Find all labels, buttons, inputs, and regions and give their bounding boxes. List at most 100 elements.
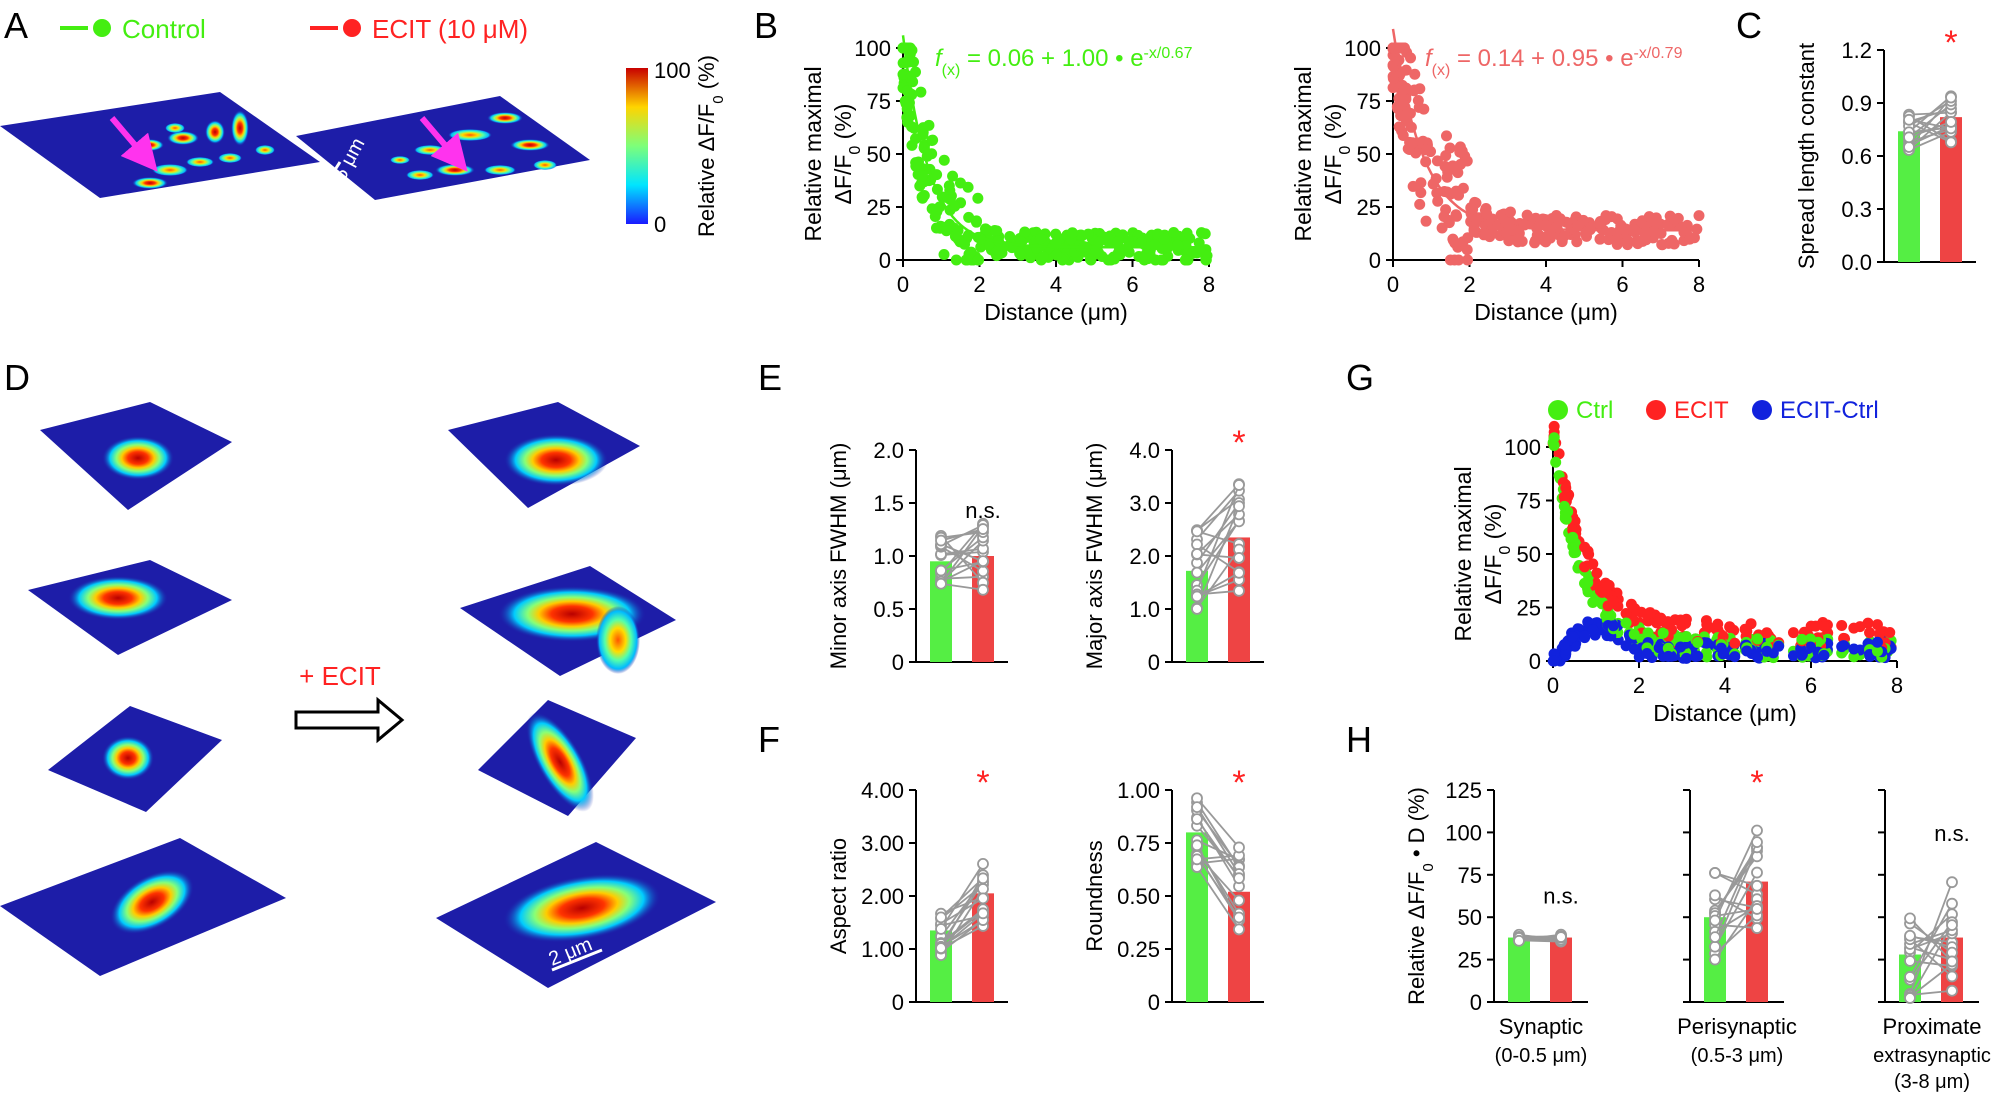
point-ecit (1558, 491, 1570, 503)
pair-point-control (1191, 603, 1203, 615)
chart-B-control: 0 25 50 75 100 0 2 4 6 8 f(x) = 0.06 + 1.00 • e-x/… (800, 35, 1215, 325)
pair-line (1714, 830, 1758, 921)
data-point (1611, 233, 1623, 245)
point-diff (1641, 647, 1653, 659)
pair-line (1196, 866, 1240, 930)
pair-point-control (1191, 590, 1203, 603)
y-tick-label: 0.3 (1841, 197, 1872, 222)
data-point (1004, 231, 1016, 243)
pair-line (940, 539, 984, 583)
point-diff (1579, 630, 1591, 642)
data-point (1420, 215, 1432, 227)
point-diff (1773, 640, 1785, 652)
point-diff (1741, 645, 1753, 657)
pair-point-ecit (1751, 866, 1763, 879)
x-tick-label: 0 (1387, 272, 1399, 297)
data-point (938, 154, 950, 166)
point-ecit (1641, 609, 1653, 621)
data-point (1180, 240, 1192, 252)
data-point (1447, 234, 1459, 246)
data-point (1407, 137, 1419, 149)
scale-bar-A (320, 161, 342, 191)
significance-label: n.s. (1934, 821, 1969, 846)
data-point (1529, 237, 1541, 249)
legend-control-label: Control (122, 14, 206, 44)
pair-line (1909, 922, 1953, 954)
pair-line (1518, 936, 1562, 942)
pair-line (1196, 818, 1240, 879)
bar-ecit (1940, 117, 1962, 262)
data-point (1504, 206, 1516, 218)
point-diff (1662, 650, 1674, 662)
point-ctrl (1550, 456, 1562, 468)
data-point (1615, 219, 1627, 231)
data-point (927, 134, 939, 146)
y-tick-label: 125 (1445, 778, 1482, 803)
pair-line (1196, 483, 1240, 532)
pair-line (940, 528, 984, 542)
paired-points (1903, 90, 1957, 156)
paired-points (1191, 792, 1245, 936)
group-range-label: extrasynaptic (1873, 1045, 1991, 1067)
pair-point-control (1191, 566, 1203, 579)
colorbar-min: 0 (654, 212, 666, 237)
data-point (904, 110, 916, 122)
y-axis-label: Relative maximal ΔF/F0 (%) (1450, 466, 1514, 641)
pair-line (940, 912, 984, 949)
data-point (1387, 70, 1399, 82)
y-tick-label: 0.6 (1841, 144, 1872, 169)
y-tick-label: 0.25 (1117, 937, 1160, 962)
y-tick-label: 1.00 (1117, 778, 1160, 803)
point-ecit (1712, 618, 1724, 630)
y-axis-label: Aspect ratio (826, 838, 851, 954)
y-tick-label: 3.0 (1129, 491, 1160, 516)
pair-point-ecit (1233, 872, 1245, 885)
pair-line (1196, 797, 1240, 849)
pair-point-ecit (1946, 970, 1958, 983)
data-point (1050, 249, 1062, 261)
pair-line (1714, 914, 1758, 955)
point-diff (1836, 641, 1848, 653)
x-tick-label: 6 (1616, 272, 1628, 297)
y-tick-label: 1.2 (1841, 38, 1872, 63)
pair-line (1196, 549, 1240, 609)
y-axis-label: Roundness (1082, 840, 1107, 951)
data-point (923, 119, 935, 131)
data-point (1122, 235, 1134, 247)
pair-point-ecit (1233, 552, 1245, 564)
panel-A: A Control ECIT (10 μM) (0, 5, 727, 237)
chart-H: Relative ΔF/F0 • D (%) 0 25 50 75 100 125 n.s. S… (1404, 764, 1991, 1093)
pair-point-ecit (1946, 876, 1958, 889)
bar-control (930, 561, 952, 662)
pair-line (1196, 484, 1240, 591)
point-ecit (1548, 420, 1560, 432)
x-tick-label: 8 (1693, 272, 1705, 297)
group-range-label: (3-8 μm) (1894, 1071, 1970, 1093)
pair-line (1909, 917, 1953, 963)
data-point (991, 243, 1003, 255)
significance-label: n.s. (965, 498, 1000, 523)
data-point (906, 139, 918, 151)
x-tick-label: 6 (1805, 673, 1817, 698)
point-diff (1558, 639, 1570, 651)
ecit-arrow-label: + ECIT (299, 661, 381, 691)
pair-line (1908, 125, 1952, 147)
pair-point-control (1903, 141, 1915, 153)
y-tick-label: 50 (1458, 905, 1482, 930)
data-point (1450, 209, 1462, 221)
point-ecit (1591, 567, 1603, 579)
pair-point-ecit (977, 857, 989, 870)
pair-point-ecit (1946, 955, 1958, 968)
data-point (1447, 160, 1459, 172)
significance-label: n.s. (1543, 884, 1578, 909)
pair-line (940, 545, 984, 573)
point-diff (1548, 655, 1560, 667)
data-point (1622, 235, 1634, 247)
point-ctrl (1804, 633, 1816, 645)
fit-curve (901, 35, 1209, 249)
panel-letter-E: E (758, 357, 782, 398)
group-2: n.s. Proximate extrasynaptic (3-8 μm) (1873, 789, 1991, 1093)
pair-line (940, 582, 984, 591)
x-axis-label: Distance (μm) (1474, 299, 1618, 325)
data-point (1479, 204, 1491, 216)
